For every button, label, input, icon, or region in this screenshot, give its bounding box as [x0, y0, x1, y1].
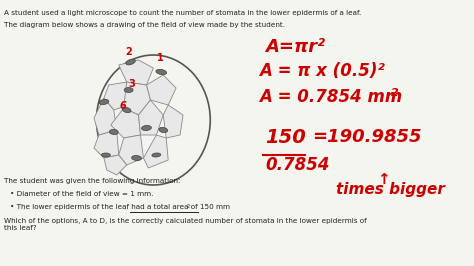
Polygon shape — [118, 60, 154, 85]
Ellipse shape — [122, 107, 131, 113]
Ellipse shape — [101, 153, 110, 157]
Text: 3: 3 — [128, 79, 135, 89]
Ellipse shape — [152, 153, 161, 157]
Text: 0.7854: 0.7854 — [265, 156, 329, 174]
Text: The diagram below shows a drawing of the field of view made by the student.: The diagram below shows a drawing of the… — [4, 22, 285, 28]
Text: 2: 2 — [125, 47, 132, 57]
Polygon shape — [94, 98, 117, 135]
Polygon shape — [104, 82, 128, 110]
Text: A = 0.7854 mm: A = 0.7854 mm — [259, 88, 402, 106]
Ellipse shape — [142, 126, 151, 131]
Text: A = π x (0.5)²: A = π x (0.5)² — [259, 62, 385, 80]
Polygon shape — [146, 75, 176, 105]
Text: • Diameter of the field of view = 1 mm.: • Diameter of the field of view = 1 mm. — [10, 191, 153, 197]
Text: 1: 1 — [157, 53, 164, 63]
Polygon shape — [163, 105, 183, 138]
Text: • The lower epidermis of the leaf had a total area of 150 mm: • The lower epidermis of the leaf had a … — [10, 204, 230, 210]
Polygon shape — [118, 135, 144, 165]
Text: The student was given the following information:: The student was given the following info… — [4, 178, 181, 184]
Text: A=πr²: A=πr² — [265, 38, 325, 56]
Ellipse shape — [126, 59, 135, 65]
Ellipse shape — [156, 69, 167, 75]
Ellipse shape — [159, 127, 168, 132]
Text: times bigger: times bigger — [337, 182, 445, 197]
Text: 150: 150 — [265, 128, 306, 147]
Ellipse shape — [109, 130, 118, 135]
Ellipse shape — [99, 99, 109, 105]
Text: 2: 2 — [187, 204, 190, 209]
Polygon shape — [111, 108, 140, 138]
Polygon shape — [144, 135, 168, 168]
Text: 6: 6 — [119, 101, 126, 111]
Text: 2: 2 — [391, 88, 399, 98]
Polygon shape — [104, 155, 127, 175]
Text: Which of the options, A to D, is the correctly calculated number of stomata in t: Which of the options, A to D, is the cor… — [4, 218, 366, 231]
Polygon shape — [138, 100, 163, 135]
Polygon shape — [94, 130, 118, 158]
Ellipse shape — [132, 155, 141, 160]
Text: ↑: ↑ — [377, 172, 390, 187]
Text: A student used a light microscope to count the number of stomata in the lower ep: A student used a light microscope to cou… — [4, 10, 361, 16]
Ellipse shape — [124, 88, 133, 93]
Text: =190.9855: =190.9855 — [312, 128, 421, 146]
Polygon shape — [124, 82, 150, 115]
